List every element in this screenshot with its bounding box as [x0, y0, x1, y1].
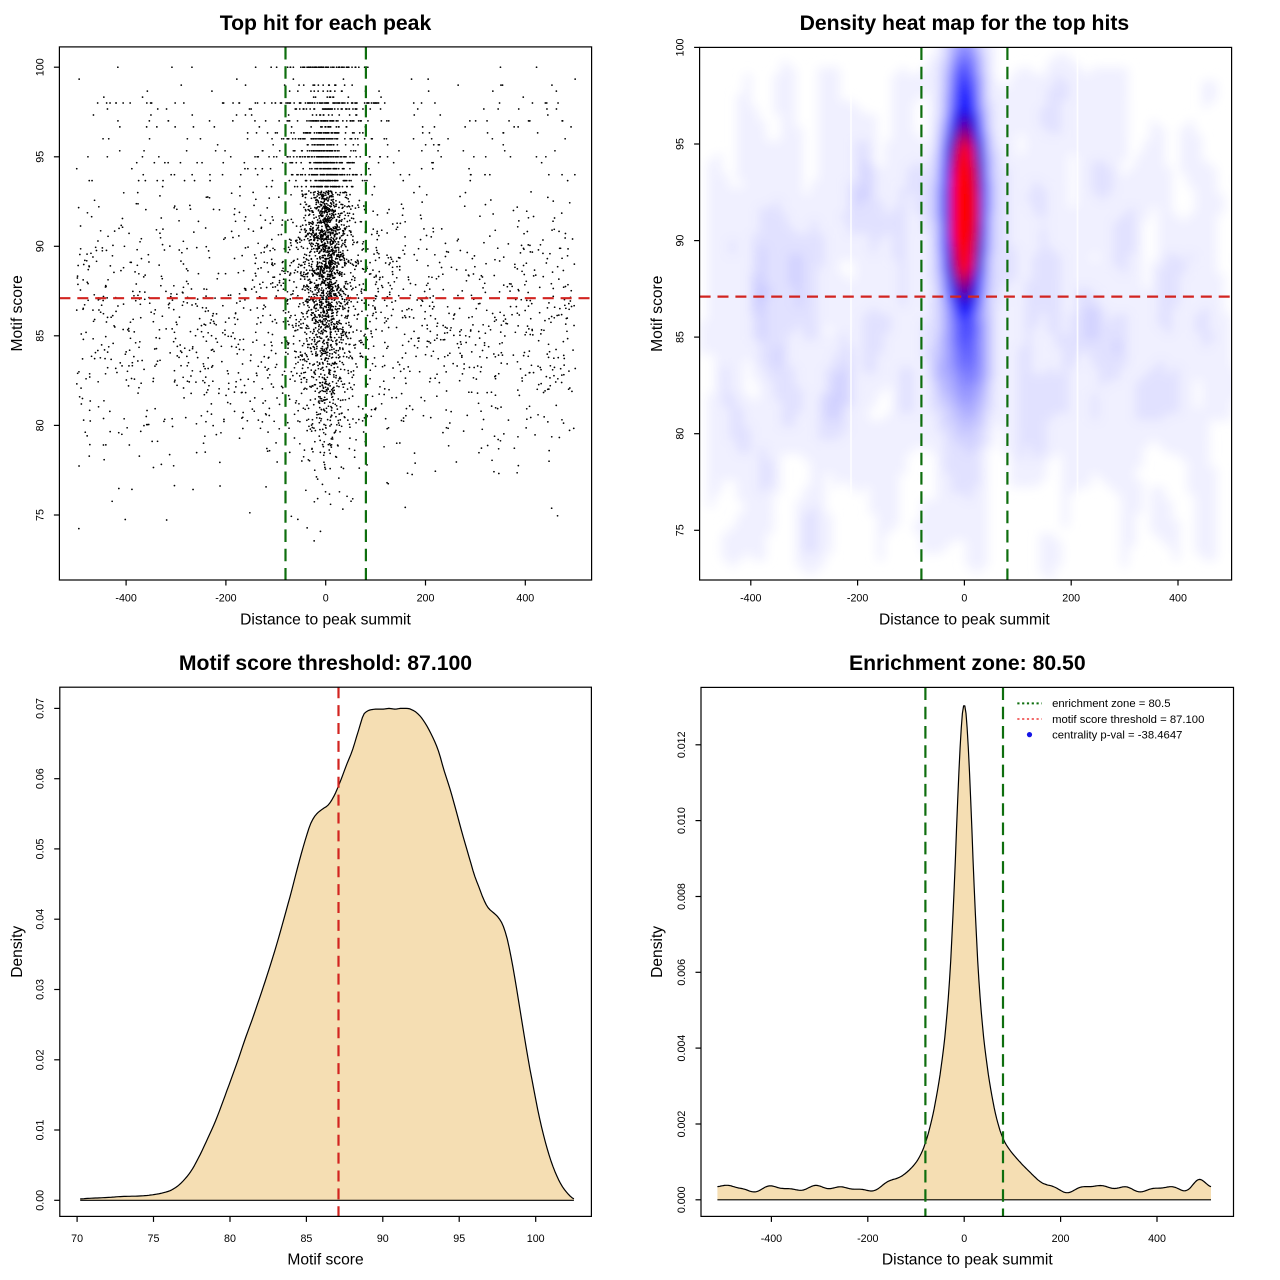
- svg-text:0.004: 0.004: [676, 1035, 688, 1062]
- svg-text:Density: Density: [649, 926, 666, 978]
- svg-text:0.01: 0.01: [35, 1120, 47, 1141]
- svg-text:Motif score: Motif score: [649, 276, 666, 352]
- svg-text:Top hit for each peak: Top hit for each peak: [220, 12, 432, 35]
- svg-text:0.02: 0.02: [35, 1049, 47, 1070]
- svg-text:0.002: 0.002: [676, 1111, 688, 1138]
- svg-text:80: 80: [35, 419, 47, 431]
- svg-text:-400: -400: [740, 593, 761, 605]
- svg-text:enrichment zone = 80.5: enrichment zone = 80.5: [1052, 698, 1170, 710]
- svg-text:90: 90: [35, 240, 47, 252]
- svg-text:100: 100: [675, 38, 687, 56]
- svg-text:Enrichment zone: 80.50: Enrichment zone: 80.50: [849, 652, 1086, 675]
- svg-text:100: 100: [35, 58, 47, 76]
- svg-text:Distance to peak summit: Distance to peak summit: [240, 612, 411, 629]
- svg-text:0.03: 0.03: [35, 979, 47, 1000]
- svg-text:-200: -200: [847, 593, 868, 605]
- svg-text:0.06: 0.06: [35, 768, 47, 789]
- svg-text:70: 70: [71, 1233, 83, 1245]
- svg-text:200: 200: [1052, 1233, 1070, 1245]
- svg-text:0.008: 0.008: [676, 883, 688, 910]
- svg-text:95: 95: [35, 151, 47, 163]
- svg-text:75: 75: [148, 1233, 160, 1245]
- svg-text:0.04: 0.04: [35, 909, 47, 930]
- svg-text:-200: -200: [215, 593, 236, 605]
- svg-text:Distance to peak summit: Distance to peak summit: [879, 612, 1050, 629]
- svg-text:85: 85: [675, 331, 687, 343]
- svg-text:75: 75: [675, 524, 687, 536]
- svg-text:Motif score: Motif score: [9, 275, 26, 351]
- svg-text:-400: -400: [115, 593, 136, 605]
- svg-text:400: 400: [1148, 1233, 1166, 1245]
- svg-text:Motif score threshold: 87.100: Motif score threshold: 87.100: [179, 652, 472, 675]
- svg-text:90: 90: [675, 235, 687, 247]
- svg-text:0.012: 0.012: [676, 731, 688, 758]
- svg-text:95: 95: [675, 138, 687, 150]
- svg-text:Density heat map for the top h: Density heat map for the top hits: [800, 12, 1130, 35]
- svg-text:-200: -200: [857, 1233, 878, 1245]
- svg-text:motif score threshold = 87.100: motif score threshold = 87.100: [1052, 714, 1204, 726]
- svg-text:200: 200: [417, 593, 435, 605]
- svg-text:Motif score: Motif score: [287, 1252, 363, 1269]
- svg-text:80: 80: [675, 428, 687, 440]
- svg-text:400: 400: [1169, 593, 1187, 605]
- svg-text:100: 100: [527, 1233, 545, 1245]
- svg-text:centrality p-val = -38.4647: centrality p-val = -38.4647: [1052, 729, 1182, 741]
- svg-text:0: 0: [961, 593, 967, 605]
- svg-text:90: 90: [377, 1233, 389, 1245]
- svg-text:0: 0: [961, 1233, 967, 1245]
- svg-text:0: 0: [323, 593, 329, 605]
- svg-text:0.006: 0.006: [676, 959, 688, 986]
- svg-text:400: 400: [516, 593, 534, 605]
- svg-text:200: 200: [1062, 593, 1080, 605]
- svg-text:-400: -400: [761, 1233, 782, 1245]
- svg-text:0.00: 0.00: [35, 1190, 47, 1211]
- svg-text:0.010: 0.010: [676, 807, 688, 834]
- svg-text:85: 85: [300, 1233, 312, 1245]
- svg-text:75: 75: [35, 509, 47, 521]
- svg-text:95: 95: [453, 1233, 465, 1245]
- svg-text:0.05: 0.05: [35, 838, 47, 859]
- svg-text:Distance to peak summit: Distance to peak summit: [882, 1252, 1053, 1269]
- svg-text:80: 80: [224, 1233, 236, 1245]
- svg-text:0.07: 0.07: [35, 698, 47, 719]
- svg-text:85: 85: [35, 330, 47, 342]
- svg-text:0.000: 0.000: [676, 1186, 688, 1213]
- svg-text:Density: Density: [9, 926, 26, 978]
